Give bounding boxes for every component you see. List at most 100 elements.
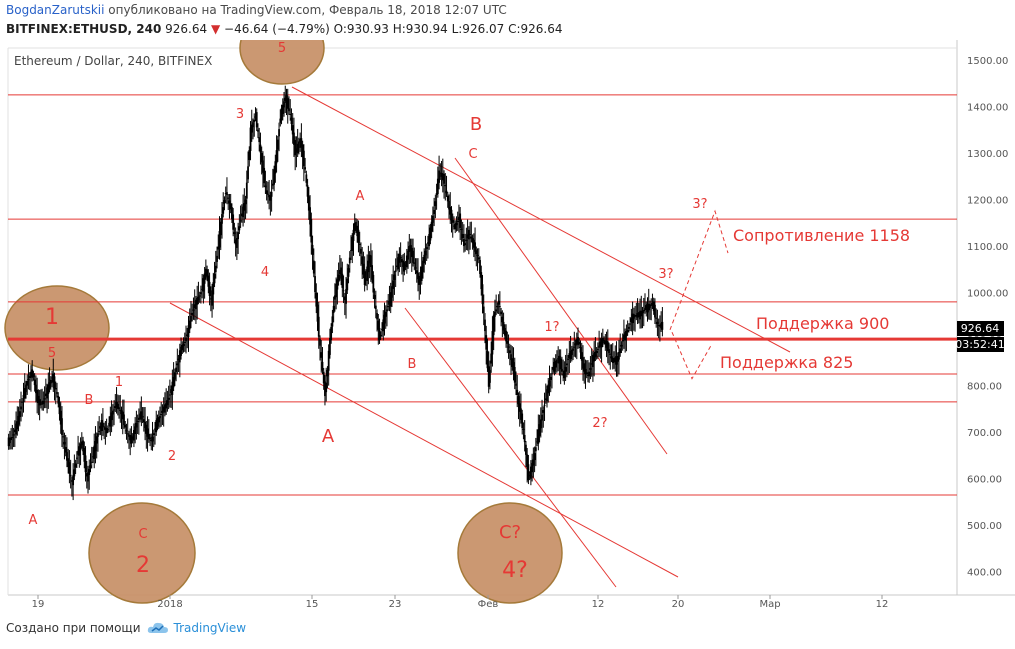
candle-body xyxy=(559,358,562,370)
countdown-badge-text: 03:52:41 xyxy=(955,338,1004,351)
candle-body xyxy=(206,269,209,278)
candle-body xyxy=(547,384,550,394)
candle-body xyxy=(361,256,364,265)
candle-body xyxy=(103,426,106,428)
candle-body xyxy=(383,314,386,324)
candle-body xyxy=(629,323,632,325)
candle-body xyxy=(428,233,431,247)
candle-body xyxy=(508,350,511,354)
candle-body xyxy=(397,257,400,270)
candle-body xyxy=(190,315,192,322)
candle-body xyxy=(386,309,388,312)
candle-body xyxy=(641,310,644,314)
price-chart[interactable]: Ethereum / Dollar, 240, BITFINEX 15AB12C… xyxy=(0,11,1015,615)
candle-body xyxy=(573,346,576,348)
candle-body xyxy=(239,220,242,222)
candle-body xyxy=(623,334,625,340)
candle-body xyxy=(553,361,556,372)
wave-label: C xyxy=(468,147,477,162)
candle-body xyxy=(563,370,566,379)
wave-label: B xyxy=(85,393,94,408)
candle-body xyxy=(505,330,507,342)
candle-body xyxy=(451,220,454,223)
candle-body xyxy=(434,201,437,207)
candle-body xyxy=(639,310,641,320)
wave-label: 2 xyxy=(136,553,150,578)
candle-body xyxy=(291,125,294,135)
candle-body xyxy=(278,129,280,137)
candle-body xyxy=(214,265,217,273)
candle-body xyxy=(417,273,419,280)
candle-body xyxy=(223,200,226,204)
candle-body xyxy=(511,358,514,367)
candle-body xyxy=(321,361,324,371)
candle-body xyxy=(492,314,495,336)
candle-body xyxy=(347,268,350,277)
candle-body xyxy=(37,395,40,403)
candle-body xyxy=(527,464,530,481)
candle-body xyxy=(443,173,445,184)
candle-body xyxy=(266,193,269,195)
candle-body xyxy=(198,295,201,297)
candle-body xyxy=(418,275,421,285)
candle-body xyxy=(59,410,62,425)
price-tick-label: 800.00 xyxy=(967,382,1002,393)
candle-body xyxy=(588,371,591,377)
candle-body xyxy=(11,437,14,439)
candle-body xyxy=(98,430,101,432)
author-link[interactable]: BogdanZarutskii xyxy=(6,3,105,17)
wave-circle xyxy=(4,285,110,371)
wave-label: C xyxy=(138,527,147,542)
candle-body xyxy=(139,413,142,419)
candle-body xyxy=(258,137,261,143)
candle-body xyxy=(312,260,315,274)
candle-body xyxy=(343,296,346,301)
candle-body xyxy=(580,352,583,361)
candle-body xyxy=(147,434,150,440)
candle-body xyxy=(368,254,371,264)
price-tick-label: 1000.00 xyxy=(967,289,1008,300)
candle-body xyxy=(500,311,503,315)
candle-body xyxy=(601,338,604,344)
candle-body xyxy=(556,359,558,364)
wave-label: 4 xyxy=(261,265,269,280)
candle-body xyxy=(263,167,266,184)
candle-body xyxy=(82,440,84,452)
candle-body xyxy=(609,353,612,355)
candle-body xyxy=(469,233,471,235)
candle-body xyxy=(48,382,51,389)
candle-body xyxy=(552,367,555,370)
wave-label: 1 xyxy=(45,305,59,330)
wave-circle xyxy=(88,502,196,604)
wave-label: 1 xyxy=(115,375,123,390)
candle-body xyxy=(12,434,15,436)
candle-body xyxy=(144,421,146,429)
candle-body xyxy=(159,415,161,419)
candle-body xyxy=(548,380,551,387)
candle-body xyxy=(311,244,314,255)
candle-body xyxy=(494,311,496,317)
candle-body xyxy=(654,304,656,318)
candle-body xyxy=(203,273,206,284)
candle-body xyxy=(405,255,408,268)
candle-body xyxy=(450,209,453,221)
candle-body xyxy=(294,140,297,156)
candle-body xyxy=(131,436,134,440)
candle-body xyxy=(242,206,244,218)
tradingview-brand[interactable]: TradingView xyxy=(147,621,246,635)
candle-body xyxy=(23,388,26,399)
candle-body xyxy=(605,340,608,348)
candle-body xyxy=(329,338,331,355)
candle-body xyxy=(403,262,406,272)
candle-body xyxy=(326,369,329,377)
candle-body xyxy=(262,160,264,173)
candle-body xyxy=(356,225,359,237)
candle-body xyxy=(350,250,352,252)
candle-body xyxy=(234,239,237,245)
candle-body xyxy=(30,371,32,377)
wave-label: A xyxy=(29,513,38,528)
candle-body xyxy=(83,447,86,462)
candle-body xyxy=(374,305,377,309)
candle-body xyxy=(495,309,498,312)
